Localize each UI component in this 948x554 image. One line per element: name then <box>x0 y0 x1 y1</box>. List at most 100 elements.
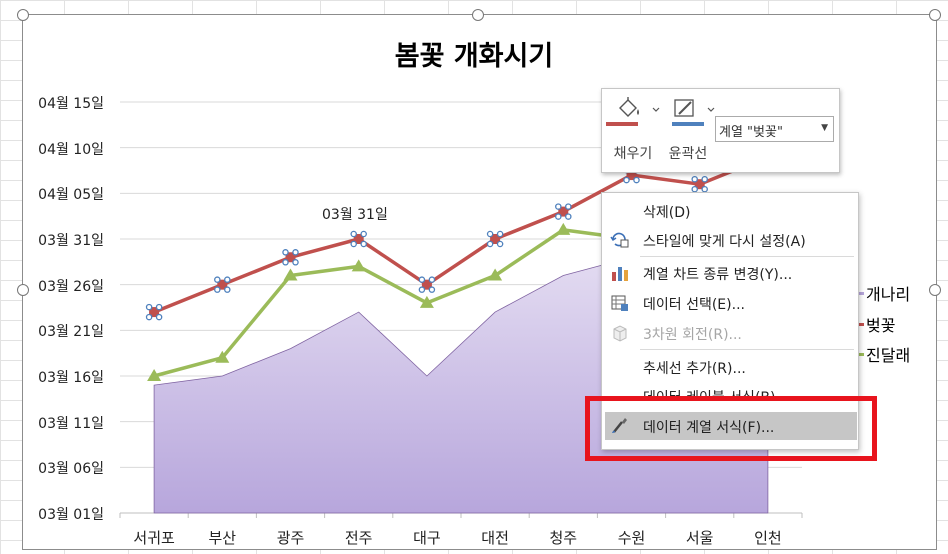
x-tick-label: 수원 <box>617 529 646 547</box>
menu-item-reset-style[interactable]: 스타일에 맞게 다시 설정(A) <box>602 227 858 253</box>
data-label[interactable]: 03월 31일 <box>322 207 388 223</box>
point-selection-handle[interactable] <box>292 249 299 256</box>
marker-square[interactable] <box>558 206 569 217</box>
menu-separator <box>640 349 854 350</box>
point-selection-handle[interactable] <box>565 213 572 220</box>
series-select-dropdown[interactable]: 계열 "벚꽃" ▼ <box>715 116 834 142</box>
point-selection-handle[interactable] <box>224 286 231 293</box>
point-selection-handle[interactable] <box>282 249 289 256</box>
chart-title[interactable]: 봄꽃 개화시기 <box>394 41 554 72</box>
legend-entry-1[interactable]: 벚꽃 <box>855 312 895 336</box>
point-selection-handle[interactable] <box>691 185 698 193</box>
3d-rotation-icon <box>613 325 627 342</box>
series-select-value: 계열 "벚꽃" <box>719 125 783 140</box>
menu-item-change-chart-type[interactable]: 계열 차트 종류 변경(Y)... <box>602 260 858 286</box>
x-tick-label: 대전 <box>481 529 509 547</box>
marker-square[interactable] <box>149 307 160 318</box>
marker-square[interactable] <box>285 252 296 263</box>
menu-item-format-data-series[interactable]: 데이터 계열 서식(F)... <box>605 412 857 440</box>
point-selection-handle[interactable] <box>145 303 153 311</box>
pen-icon <box>674 99 715 117</box>
x-tick-label: 전주 <box>344 529 373 547</box>
x-tick-label: 광주 <box>276 529 305 547</box>
resize-handle-middle-left[interactable] <box>17 284 29 296</box>
marker-triangle[interactable] <box>419 295 434 308</box>
y-tick-label: 03월 21일 <box>38 324 104 341</box>
legend-swatch <box>855 291 864 295</box>
marker-square[interactable] <box>217 279 228 290</box>
point-selection-handle[interactable] <box>214 276 221 283</box>
marker-triangle[interactable] <box>283 268 298 281</box>
resize-handle-top-right[interactable] <box>929 9 941 21</box>
y-tick-label: 03월 16일 <box>38 370 104 386</box>
menu-item-select-data[interactable]: 데이터 선택(E)... <box>602 290 858 316</box>
point-selection-handle[interactable] <box>623 176 630 184</box>
legend-entry-2[interactable]: 진달래 <box>855 342 910 366</box>
y-tick-label: 03월 31일 <box>38 233 104 249</box>
point-selection-handle[interactable] <box>350 230 357 238</box>
point-selection-handle[interactable] <box>496 240 504 248</box>
point-selection-handle[interactable] <box>350 240 357 248</box>
marker-triangle[interactable] <box>556 222 571 235</box>
point-selection-handle[interactable] <box>486 230 494 238</box>
point-selection-handle[interactable] <box>360 230 367 238</box>
menu-item-format-data-labels[interactable]: 데이터 레이블 서식(B)... <box>602 383 858 406</box>
resize-handle-top-middle[interactable] <box>472 9 484 21</box>
legend-entry-0[interactable]: 개나리 <box>855 281 910 305</box>
marker-square[interactable] <box>626 170 637 181</box>
point-selection-handle[interactable] <box>555 213 562 220</box>
point-selection-handle[interactable] <box>691 175 698 183</box>
x-tick-label: 청주 <box>549 529 578 547</box>
point-selection-handle[interactable] <box>224 276 231 283</box>
y-tick-label: 04월 15일 <box>38 96 104 112</box>
point-selection-handle[interactable] <box>486 240 494 248</box>
menu-item-label: 3차원 회전(R)... <box>643 327 742 343</box>
menu-item-label: 데이터 선택(E)... <box>643 297 745 313</box>
legend-label: 벚꽃 <box>866 316 896 335</box>
point-selection-handle[interactable] <box>555 203 562 210</box>
y-tick-label: 03월 06일 <box>38 461 104 478</box>
reset-style-icon <box>610 232 629 248</box>
outline-button[interactable]: 윤곽선 <box>658 95 718 165</box>
point-selection-handle[interactable] <box>145 313 153 321</box>
point-selection-handle[interactable] <box>701 175 708 183</box>
point-selection-handle[interactable] <box>155 303 163 311</box>
menu-item-add-trendline[interactable]: 추세선 추가(R)... <box>602 354 858 380</box>
marker-square[interactable] <box>694 179 705 190</box>
menu-separator <box>640 256 854 257</box>
marker-square[interactable] <box>490 234 501 244</box>
marker-triangle[interactable] <box>351 259 366 272</box>
point-selection-handle[interactable] <box>565 203 572 210</box>
context-menu: 삭제(D) 스타일에 맞게 다시 설정(A) 계열 차트 종류 변경(Y)...… <box>601 192 859 450</box>
marker-triangle[interactable] <box>215 350 230 363</box>
marker-triangle[interactable] <box>147 369 162 381</box>
menu-item-label: 데이터 계열 서식(F)... <box>643 420 775 436</box>
paint-bucket-icon <box>619 97 660 117</box>
line-series-벚꽃[interactable] <box>153 155 769 314</box>
x-tick-label: 부산 <box>208 529 237 547</box>
marker-square[interactable] <box>421 279 432 290</box>
point-selection-handle[interactable] <box>428 286 436 293</box>
point-selection-handle[interactable] <box>282 259 289 266</box>
select-data-icon <box>611 295 628 311</box>
point-selection-handle[interactable] <box>633 176 640 184</box>
marker-triangle[interactable] <box>488 268 503 281</box>
point-selection-handle[interactable] <box>496 230 504 238</box>
resize-handle-middle-right[interactable] <box>929 284 941 296</box>
point-selection-handle[interactable] <box>214 286 221 293</box>
point-selection-handle[interactable] <box>155 313 163 321</box>
menu-item-delete[interactable]: 삭제(D) <box>602 198 858 224</box>
fill-label: 채우기 <box>613 146 653 162</box>
point-selection-handle[interactable] <box>418 286 426 293</box>
menu-item-label: 데이터 레이블 서식(B)... <box>643 390 789 406</box>
fill-button[interactable]: 채우기 <box>603 95 663 165</box>
point-selection-handle[interactable] <box>418 276 426 283</box>
menu-item-3d-rotation[interactable]: 3차원 회전(R)... <box>602 320 858 346</box>
point-selection-handle[interactable] <box>360 240 367 248</box>
point-selection-handle[interactable] <box>292 259 299 266</box>
point-selection-handle[interactable] <box>428 276 436 283</box>
marker-square[interactable] <box>353 234 364 244</box>
legend-label: 진달래 <box>866 346 911 365</box>
point-selection-handle[interactable] <box>701 185 708 193</box>
resize-handle-top-left[interactable] <box>17 9 29 21</box>
